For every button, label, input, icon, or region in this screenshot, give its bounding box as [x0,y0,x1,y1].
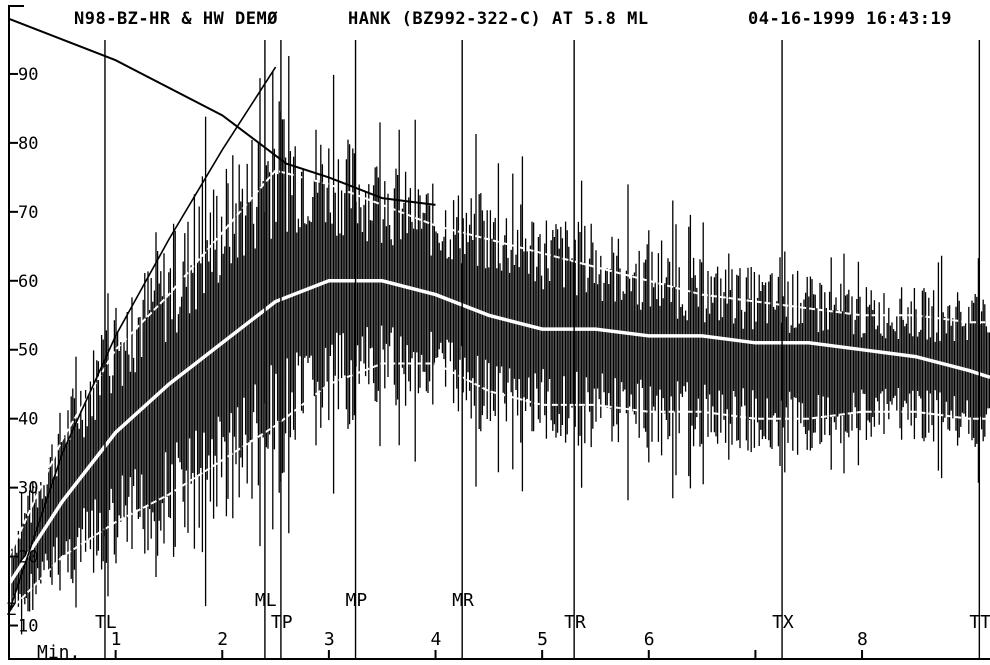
x-tick-label: 3 [324,629,335,650]
y-tick-label: 60 [18,272,38,292]
ticks: 10 20 30 40 50 60 70 80 90 1 2 3 4 5 6 8 [9,65,868,659]
header-timestamp: 04-16-1999 16:43:19 [748,9,952,29]
header-event: HANK (BZ992-322-C) AT 5.8 ML [348,9,649,29]
x-tick-label: 8 [857,629,868,650]
series-line-1 [7,279,990,586]
y-tick-label: 30 [18,479,38,499]
x-tick-label: 2 [217,629,228,650]
x-tick-label: 4 [431,629,442,650]
event-label-mr: MR [452,590,474,611]
x-tick-label: 5 [537,629,548,650]
x-tick-label: 1 [111,629,122,650]
y-tick-label: 10 [18,617,38,637]
series-line-3 [8,362,990,613]
event-label-ml: ML [255,590,277,611]
x-axis-label: Min. [37,642,80,663]
amplitude-trace-path [11,56,990,635]
y-tick-label: 80 [18,134,38,154]
series-line-2 [8,169,990,558]
event-label-tt: TT [969,612,990,633]
x-tick-label: 6 [644,629,655,650]
event-label-tx: TX [772,612,794,633]
series-line-4 [8,66,277,612]
series-lines [7,17,990,613]
event-label-tp: TP [271,612,293,633]
axes [8,5,990,660]
header-station: N98-BZ-HR & HW DEMØ [74,9,278,29]
event-label-tl: TL [95,612,117,633]
y-tick-label: 90 [18,65,38,85]
event-label-tr: TR [564,612,586,633]
y-tick-label: 40 [18,410,38,430]
corner-label: Z [6,600,16,620]
y-tick-label: 70 [18,203,38,223]
y-tick-label: 20 [18,548,38,568]
series-line-5 [8,17,436,206]
amplitude-trace [11,56,990,635]
event-label-mp: MP [346,590,368,611]
y-tick-label: 50 [18,341,38,361]
